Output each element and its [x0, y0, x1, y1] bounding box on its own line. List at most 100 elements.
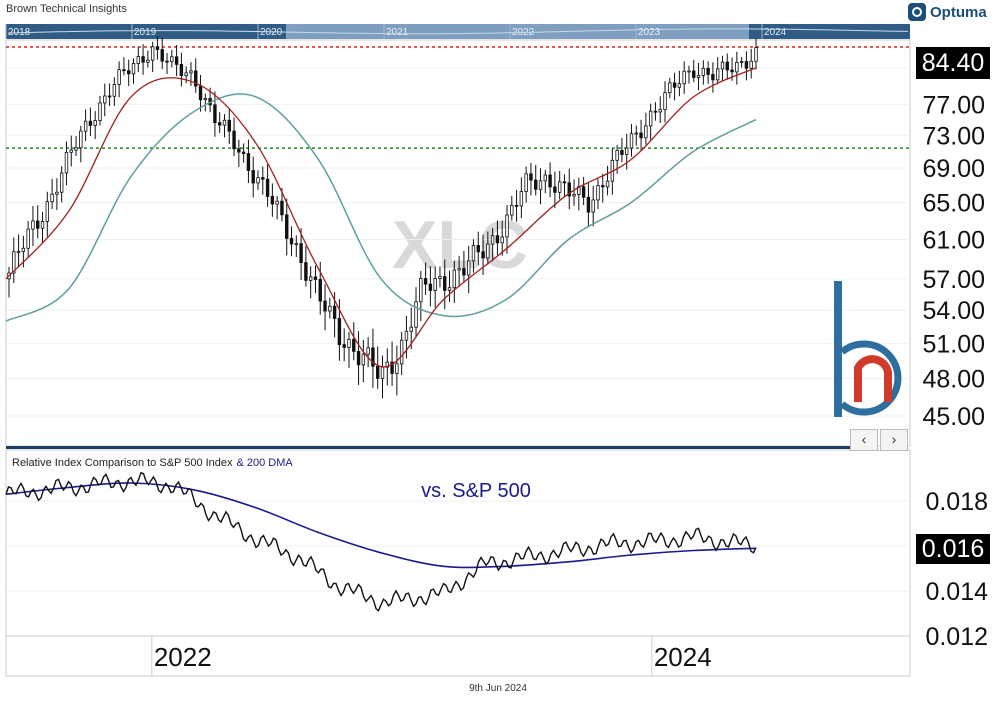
- navigator-year-label: 2023: [638, 27, 661, 38]
- candle-body: [98, 102, 102, 121]
- candle-body: [246, 153, 251, 171]
- candle-body: [720, 61, 725, 70]
- candle-body: [653, 110, 658, 113]
- candle-body: [170, 56, 174, 62]
- candle-body: [692, 70, 696, 78]
- price-tick-label: 57.00: [922, 266, 985, 294]
- price-tick-label: 48.00: [922, 366, 985, 394]
- candle-body: [64, 151, 69, 174]
- candle-body: [462, 268, 466, 276]
- candle-body: [36, 220, 40, 229]
- candle-body: [543, 174, 548, 182]
- candle-body: [749, 60, 753, 69]
- chart-header-title: Brown Technical Insights: [6, 3, 127, 15]
- candle-body: [232, 130, 236, 150]
- candle-body: [648, 110, 653, 127]
- relative-panel: [5, 449, 911, 637]
- candle-body: [730, 69, 734, 73]
- candle-body: [222, 119, 227, 126]
- candle-body: [663, 92, 667, 111]
- candle-body: [668, 82, 672, 94]
- candle-body: [328, 305, 332, 312]
- scroll-left-button[interactable]: ‹: [850, 429, 878, 451]
- candle-body: [88, 120, 93, 126]
- time-navigator[interactable]: 2018 2019 2020 2021 2022 2023 2024: [5, 24, 910, 39]
- candle-body: [127, 70, 131, 75]
- candle-body: [174, 56, 179, 65]
- candle-body: [74, 147, 78, 151]
- candle-body: [251, 170, 255, 184]
- candle-body: [40, 221, 45, 229]
- candle-body: [562, 181, 567, 184]
- relative-tick-label: 0.018: [925, 488, 988, 516]
- candle-body: [122, 69, 126, 72]
- relative-dma-line: [5, 482, 757, 569]
- price-tick-label: 65.00: [922, 190, 985, 218]
- navigator-year-label: 2020: [260, 27, 283, 38]
- candle-body: [241, 151, 246, 155]
- candle-body: [323, 300, 327, 312]
- optuma-logo-icon: [908, 3, 926, 21]
- brown-technical-logo: [834, 281, 902, 417]
- candle-body: [514, 204, 519, 207]
- candle-body: [438, 276, 442, 279]
- candle-body: [677, 83, 682, 88]
- candle-body: [366, 347, 370, 355]
- candle-body: [701, 67, 706, 76]
- candle-body: [107, 95, 112, 98]
- navigator-year-label: 2019: [134, 27, 157, 38]
- candle-body: [289, 238, 294, 245]
- price-tick-label: 77.00: [922, 91, 985, 119]
- candle-body: [103, 95, 107, 104]
- candle-body: [184, 72, 188, 76]
- chart-date-footer: 9th Jun 2024: [469, 683, 527, 694]
- relative-tick-label: 0.012: [925, 623, 988, 651]
- candle-body: [299, 243, 303, 264]
- candle-body: [352, 338, 356, 352]
- candle-body: [581, 186, 586, 198]
- candle-body: [376, 365, 380, 379]
- price-candles: [7, 36, 758, 399]
- candle-body: [45, 201, 50, 222]
- logo-bowl: [839, 340, 902, 416]
- candle-body: [131, 63, 136, 75]
- candle-body: [481, 251, 485, 259]
- candle-body: [495, 235, 500, 244]
- candle-body: [69, 149, 73, 153]
- candle-body: [572, 194, 576, 197]
- candle-body: [285, 214, 289, 239]
- candle-body: [658, 109, 662, 113]
- candle-body: [55, 191, 59, 195]
- navigator-window[interactable]: [286, 24, 749, 39]
- candle-body: [500, 236, 504, 244]
- candle-body: [294, 243, 299, 246]
- price-gridlines: [6, 67, 910, 417]
- candle-body: [275, 200, 279, 205]
- relative-panel-title: Relative Index Comparison to S&P 500 Ind…: [12, 457, 233, 469]
- candle-body: [553, 186, 557, 193]
- candle-body: [466, 260, 471, 276]
- candle-body: [601, 185, 605, 188]
- brand-name: Optuma: [930, 4, 987, 21]
- candle-body: [538, 180, 543, 190]
- candle-body: [711, 74, 715, 81]
- relative-last-label: 0.016: [922, 535, 985, 563]
- scroll-right-button[interactable]: ›: [880, 429, 908, 451]
- candle-body: [237, 148, 241, 153]
- candle-body: [79, 130, 83, 149]
- candle-body: [433, 278, 437, 291]
- candle-body: [620, 150, 624, 155]
- navigator-sparkline: [7, 28, 909, 35]
- sma-slow-line: [5, 93, 757, 322]
- price-tick-label: 54.00: [922, 297, 985, 325]
- candle-body: [150, 46, 155, 61]
- candle-body: [687, 70, 691, 73]
- candle-body: [179, 64, 184, 76]
- time-tick-label: 2024: [654, 642, 712, 672]
- candle-body: [194, 70, 198, 87]
- candle-body: [625, 147, 629, 155]
- candle-body: [371, 347, 375, 367]
- time-axis: [5, 635, 911, 677]
